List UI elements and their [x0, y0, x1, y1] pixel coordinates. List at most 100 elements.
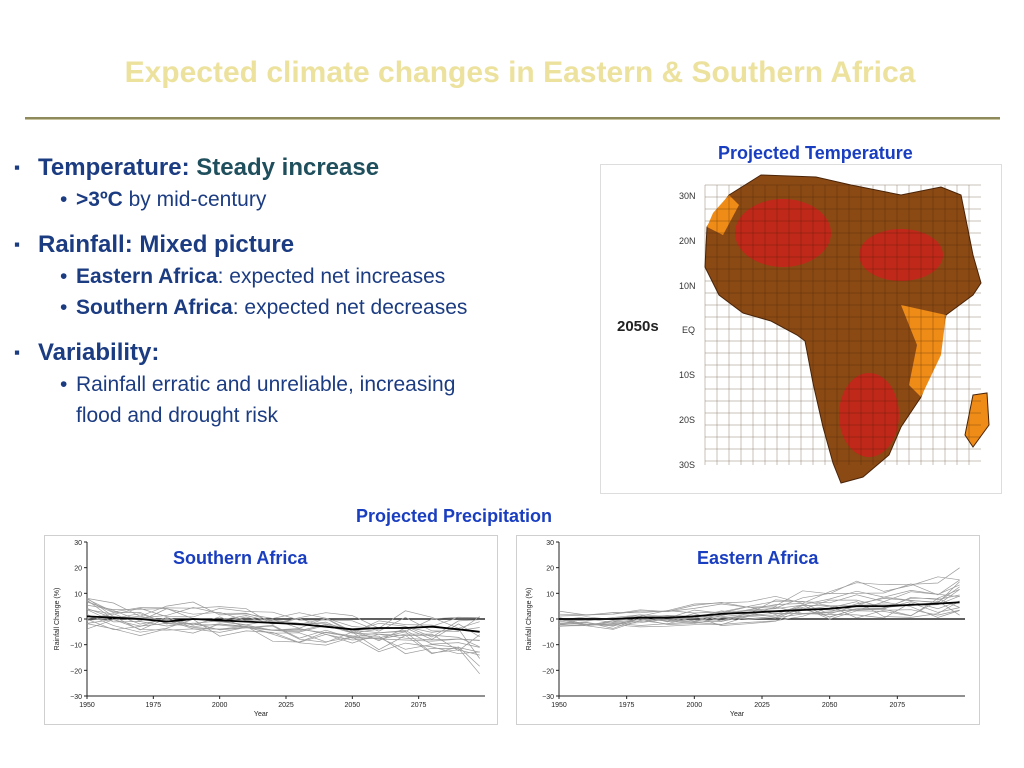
ensemble-member-line [86, 619, 480, 648]
variability-heading: Variability: [38, 339, 160, 366]
ensemble-member-line [86, 613, 480, 652]
y-tick-label: 20 [74, 566, 82, 573]
ensemble-member-line [86, 609, 480, 659]
period-label: 2050s [617, 318, 659, 335]
ensemble-member-line [558, 600, 960, 627]
variability-line-1: Rainfall erratic and unreliable, increas… [76, 373, 456, 396]
ensemble-member-line [558, 605, 960, 630]
variability-line-2: flood and drought risk [76, 404, 278, 427]
ensemble-member-line [86, 614, 480, 653]
lat-label: 30N [679, 191, 696, 201]
ensemble-member-line [86, 617, 480, 656]
y-tick-label: 30 [546, 540, 554, 547]
x-tick-label: 1950 [79, 702, 95, 709]
africa-map-svg: 30N 20N 10N EQ 10S 20S 30S 2050s [617, 174, 990, 484]
precip-chart-eastern: 30 20 10 0 −10 −20 −30 1950 1975 2000 2025 2050 2075… [516, 535, 980, 725]
map-grid [704, 184, 981, 465]
lat-label: 10S [679, 370, 695, 380]
y-tick-label: −30 [542, 694, 554, 701]
latitude-labels: 30N 20N 10N EQ 10S 20S 30S [679, 191, 696, 470]
ensemble-mean-line [559, 601, 960, 620]
dot-bullet-icon: • [60, 373, 68, 396]
precipitation-heading: Projected Precipitation [356, 506, 553, 526]
temperature-heading: Temperature [38, 154, 182, 181]
x-axis-label: Year [730, 711, 745, 718]
ensemble-member-line [86, 600, 480, 642]
x-tick-label: 2075 [411, 702, 427, 709]
ensemble-member-line [558, 600, 960, 629]
dot-bullet-icon: • [60, 265, 68, 288]
y-tick-label: −10 [70, 643, 82, 650]
map-hot-zone [839, 373, 899, 457]
bullet-temperature-sub: • >3ºC by mid-century [14, 184, 604, 215]
slide-title: Expected climate changes in Eastern & So… [124, 56, 916, 89]
lat-label: 10N [679, 281, 696, 291]
temperature-map: 30N 20N 10N EQ 10S 20S 30S 2050s [600, 164, 1002, 494]
ensemble-member-line [86, 619, 480, 675]
lat-label: 20S [679, 415, 695, 425]
dot-bullet-icon: • [60, 296, 68, 319]
lat-label: 20N [679, 236, 696, 246]
chart-title-southern: Southern Africa [173, 548, 308, 568]
x-tick-label: 2025 [754, 702, 770, 709]
temperature-colon: : [181, 154, 190, 181]
square-bullet-icon: ▪ [14, 343, 21, 362]
y-axis-label: Rainfall Change (%) [526, 588, 533, 651]
x-tick-label: 1975 [146, 702, 162, 709]
precip-chart-southern: 30 20 10 0 −10 −20 −30 1950 1975 2000 2025 2050 2075… [44, 535, 498, 725]
temperature-summary: Steady increase [189, 154, 380, 181]
y-tick-label: −10 [542, 643, 554, 650]
ensemble-mean-line [86, 615, 480, 633]
x-tick-label: 2050 [345, 702, 361, 709]
x-tick-label: 2000 [687, 702, 703, 709]
y-tick-label: −30 [70, 694, 82, 701]
ensemble-member-line [558, 590, 960, 622]
madagascar [964, 392, 990, 448]
bullet-rainfall-east: • Eastern Africa: expected net increases [14, 261, 604, 292]
lat-label: 30S [679, 460, 695, 470]
ensemble-member-line [86, 607, 480, 632]
dot-bullet-icon: • [60, 188, 68, 211]
bullet-temperature: ▪ Temperature: Steady increase [14, 152, 604, 184]
eastern-africa-label: Eastern Africa [76, 265, 218, 288]
map-hot-zone [859, 229, 943, 281]
rainfall-summary: : Mixed picture [124, 231, 295, 258]
title-divider [25, 117, 1000, 120]
ensemble-member-line [86, 615, 480, 667]
x-tick-label: 1950 [551, 702, 567, 709]
ensemble-member-line [558, 595, 960, 623]
square-bullet-icon: ▪ [14, 235, 21, 254]
southern-africa-label: Southern Africa [76, 296, 233, 319]
map-orange-zone [901, 305, 946, 397]
temperature-detail: by mid-century [122, 188, 267, 211]
x-tick-label: 2025 [278, 702, 294, 709]
rainfall-heading: Rainfall [38, 231, 125, 258]
ensemble-member-line [86, 598, 480, 629]
bullet-variability: ▪ Variability: [14, 337, 604, 369]
lat-label: EQ [682, 325, 695, 335]
x-tick-label: 2050 [822, 702, 838, 709]
map-orange-zone [707, 195, 739, 235]
x-axis-label: Year [254, 711, 269, 718]
ensemble-member-line [558, 594, 960, 627]
ensemble-member-line [86, 608, 480, 642]
eastern-africa-detail: : expected net increases [217, 265, 446, 288]
southern-africa-detail: : expected net decreases [232, 296, 468, 319]
y-tick-label: −20 [542, 668, 554, 675]
x-tick-label: 2075 [890, 702, 906, 709]
map-heading: Projected Temperature [718, 143, 913, 163]
y-tick-label: 0 [550, 617, 554, 624]
y-tick-label: 30 [74, 540, 82, 547]
x-tick-label: 2000 [212, 702, 228, 709]
y-tick-label: −20 [70, 668, 82, 675]
square-bullet-icon: ▪ [14, 158, 21, 177]
bullet-rainfall-south: • Southern Africa: expected net decrease… [14, 292, 604, 323]
x-tick-label: 1975 [619, 702, 635, 709]
y-axis-label: Rainfall Change (%) [54, 588, 61, 651]
y-tick-label: 0 [78, 617, 82, 624]
chart-title-eastern: Eastern Africa [697, 548, 819, 568]
bullet-list: ▪ Temperature: Steady increase • >3ºC by… [14, 152, 604, 431]
temperature-value: >3ºC [76, 188, 123, 211]
